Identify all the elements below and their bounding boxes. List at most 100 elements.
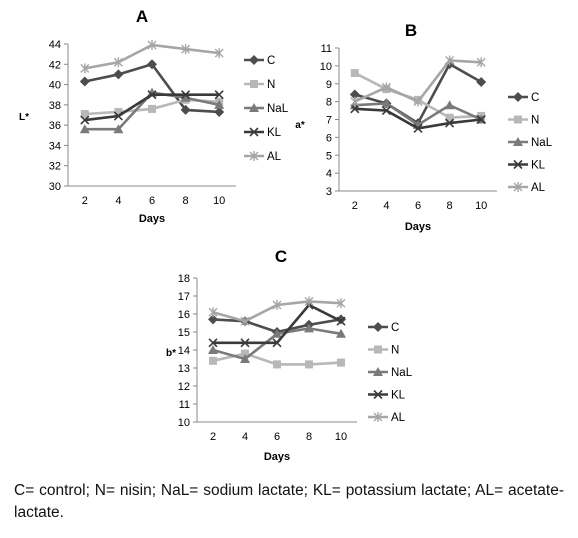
legend-label: N: [391, 345, 399, 357]
y-tick-label: 17: [178, 291, 190, 303]
series-n: [209, 349, 345, 369]
data-point: [476, 57, 486, 68]
data-point: [208, 314, 218, 325]
panel-title: C: [275, 247, 287, 266]
data-point: [413, 96, 423, 107]
data-point: [241, 349, 249, 358]
data-point: [272, 328, 282, 338]
x-tick-label: 10: [475, 200, 487, 212]
x-tick-label: 10: [335, 431, 347, 443]
series-al: [208, 296, 346, 327]
legend-marker: [374, 345, 382, 354]
legend-marker: [514, 115, 522, 124]
y-tick-label: 12: [178, 381, 190, 393]
legend-marker: [373, 412, 383, 422]
legend-item-kl: KL: [508, 160, 546, 172]
legend-label: KL: [267, 127, 282, 139]
data-point: [336, 316, 346, 326]
data-point: [80, 109, 89, 118]
data-point: [208, 338, 218, 348]
x-tick-label: 6: [149, 195, 155, 207]
legend-item-nal: NaL: [244, 103, 289, 115]
y-tick-label: 10: [178, 417, 190, 429]
data-point: [349, 89, 360, 100]
x-tick-label: 4: [115, 195, 121, 207]
data-point: [272, 300, 282, 310]
data-point: [381, 105, 391, 116]
legend-item-c: C: [508, 92, 539, 104]
x-axis-label: Days: [405, 221, 431, 233]
x-tick-label: 2: [352, 200, 358, 212]
data-point: [80, 115, 90, 125]
data-point: [305, 360, 313, 369]
y-tick-label: 15: [178, 327, 190, 339]
y-axis-label: a*: [295, 120, 305, 131]
y-tick-label: 14: [178, 345, 190, 357]
y-tick-label: 16: [178, 309, 190, 321]
data-point: [214, 99, 225, 109]
data-point: [336, 298, 346, 309]
figure-caption: C= control; N= nisin; NaL= sodium lactat…: [14, 482, 564, 521]
y-tick-label: 34: [49, 140, 61, 152]
data-point: [208, 307, 218, 318]
y-tick-label: 3: [326, 186, 332, 198]
series-line: [354, 59, 482, 104]
y-tick-label: 18: [178, 273, 190, 285]
data-point: [337, 358, 345, 367]
series-kl: [350, 104, 486, 134]
x-tick-label: 2: [82, 195, 88, 207]
legend-marker: [513, 182, 523, 192]
data-point: [240, 316, 250, 327]
series-al: [350, 55, 486, 107]
legend-label: C: [391, 322, 399, 334]
data-point: [209, 356, 217, 365]
legend-marker: [513, 92, 523, 102]
y-tick-label: 9: [326, 79, 332, 91]
y-tick-label: 7: [326, 115, 332, 127]
data-point: [304, 323, 314, 333]
series-c: [79, 59, 225, 117]
legend-label: AL: [531, 182, 546, 194]
legend-marker: [373, 367, 383, 376]
data-point: [336, 314, 346, 325]
legend-marker: [250, 80, 258, 88]
legend-item-kl: KL: [244, 127, 282, 139]
data-point: [147, 59, 157, 70]
data-point: [240, 354, 250, 363]
legend-label: NaL: [531, 137, 553, 149]
data-point: [79, 124, 90, 134]
data-point: [113, 124, 124, 134]
data-point: [214, 90, 224, 100]
y-tick-label: 6: [326, 132, 332, 144]
legend-label: C: [267, 55, 275, 67]
legend-item-n: N: [368, 345, 399, 357]
data-point: [113, 69, 124, 80]
y-axis-label: L*: [19, 112, 29, 123]
data-point: [273, 360, 281, 369]
chart-panel-b: B 3 4 5 6 7 8 9 10 11 2 4 6 8 10 a* Days CN NaL KL AL: [295, 21, 552, 233]
data-point: [445, 118, 455, 128]
data-point: [147, 40, 157, 51]
series-kl: [80, 90, 224, 125]
x-tick-label: 6: [415, 200, 421, 212]
legend-item-n: N: [508, 115, 539, 127]
legend-label: KL: [531, 160, 546, 172]
y-tick-label: 8: [326, 97, 332, 109]
data-point: [80, 63, 90, 74]
x-axis-label: Days: [264, 451, 290, 463]
y-tick-label: 11: [321, 43, 332, 55]
legend-item-al: AL: [368, 412, 406, 424]
data-point: [240, 338, 250, 348]
legend-marker: [249, 151, 259, 161]
data-point: [113, 57, 123, 68]
legend-label: NaL: [391, 367, 413, 379]
legend-item-al: AL: [508, 182, 546, 194]
legend-marker: [373, 389, 383, 400]
legend-label: N: [531, 115, 539, 127]
y-tick-label: 5: [326, 150, 332, 162]
data-point: [336, 328, 346, 338]
x-tick-label: 4: [383, 200, 389, 212]
legend-item-c: C: [244, 55, 275, 67]
